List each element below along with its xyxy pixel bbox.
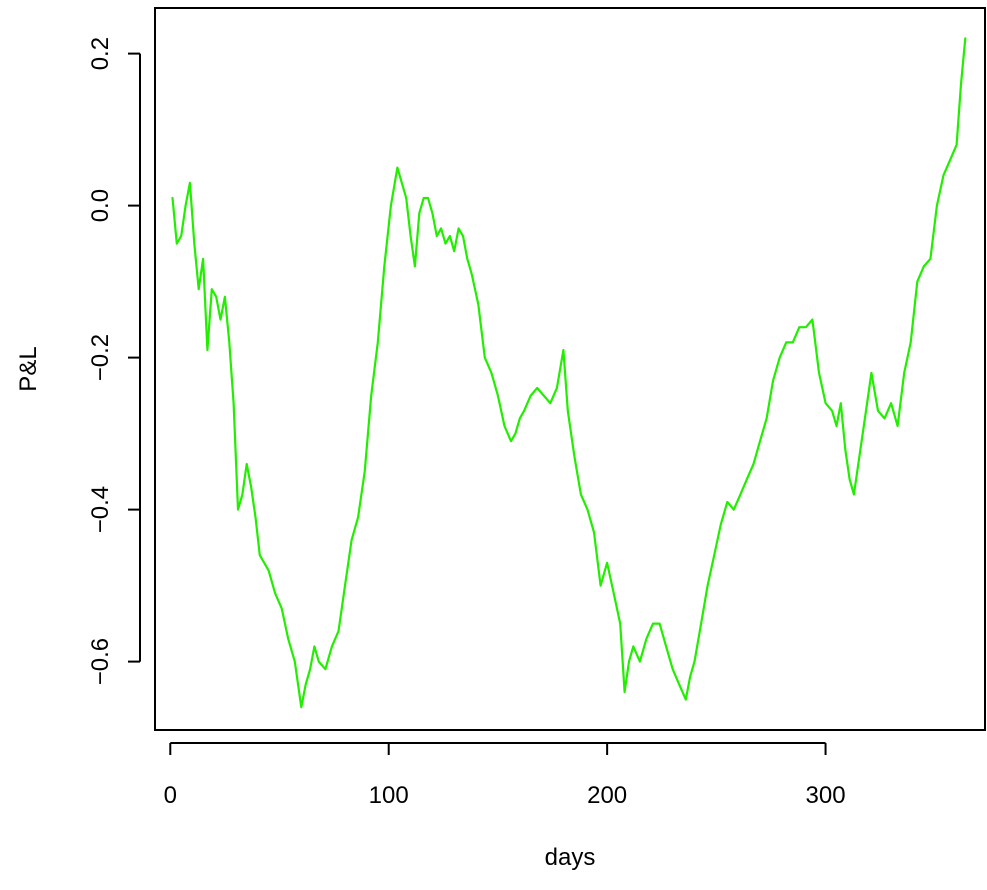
x-axis-label: days <box>545 844 596 871</box>
y-tick-label: −0.4 <box>87 486 114 533</box>
series-layer <box>171 37 967 709</box>
plot-area-frame <box>154 7 986 731</box>
y-tick-label: 0.2 <box>87 37 114 70</box>
y-tick-label: 0.0 <box>87 189 114 222</box>
y-tick-label: −0.6 <box>87 638 114 685</box>
x-tick-label: 100 <box>369 782 409 809</box>
pnl-series-line <box>171 37 967 709</box>
y-tick-label: −0.2 <box>87 334 114 381</box>
x-axis: 0 100 200 300 <box>164 742 846 809</box>
y-axis-label: P&L <box>15 346 42 391</box>
x-tick-label: 200 <box>587 782 627 809</box>
x-tick-label: 0 <box>164 782 177 809</box>
x-tick-label: 300 <box>806 782 846 809</box>
y-axis: −0.6 −0.4 −0.2 0.0 0.2 <box>87 37 141 685</box>
